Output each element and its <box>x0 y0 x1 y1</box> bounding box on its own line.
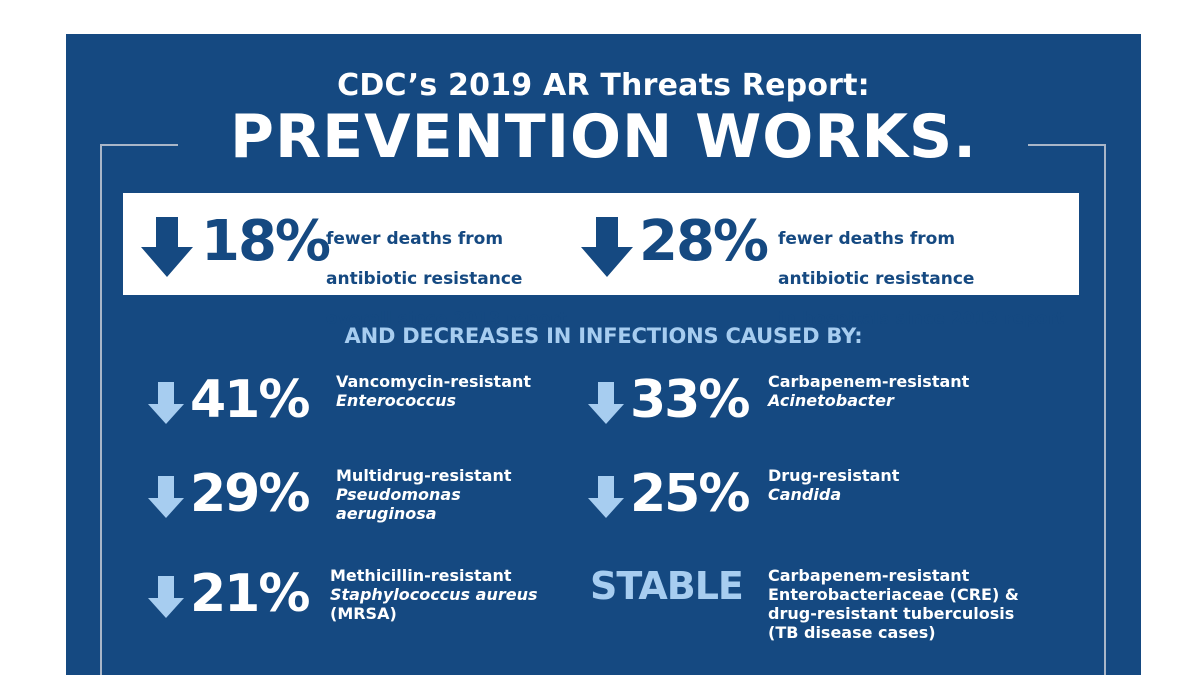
headline-stat-line: fewer deaths from <box>778 229 956 249</box>
infection-stat-organism: Staphylococcus aureus <box>330 585 538 604</box>
down-arrow-icon <box>141 217 193 277</box>
frame-line-top-right <box>1028 144 1106 146</box>
down-arrow-icon <box>148 576 184 618</box>
infection-stat-value: 41% <box>190 370 310 430</box>
infection-stat-organism: Pseudomonas <box>336 485 461 504</box>
infection-stat-line: (MRSA) <box>330 604 397 623</box>
infection-stat-line: (TB disease cases) <box>768 623 936 642</box>
down-arrow-icon <box>148 476 184 518</box>
frame-line-top-left <box>100 144 178 146</box>
down-arrow-icon <box>588 476 624 518</box>
headline-stat-line: antibiotic resistance <box>778 269 975 289</box>
infection-stat-description: Multidrug-resistant Pseudomonas aerugino… <box>336 466 596 523</box>
report-subtitle: CDC’s 2019 AR Threats Report: <box>337 68 870 103</box>
infection-stat-description: Methicillin-resistant Staphylococcus aur… <box>330 566 590 623</box>
headline-stat-line: fewer deaths from <box>326 229 504 249</box>
infection-stat-line: Vancomycin-resistant <box>336 372 532 391</box>
infection-stat-organism: Candida <box>768 485 842 504</box>
infection-stat-value: 33% <box>630 370 750 430</box>
infection-stat-organism: aeruginosa <box>336 504 437 523</box>
infographic-panel: CDC’s 2019 AR Threats Report: PREVENTION… <box>66 34 1141 675</box>
infection-stat-line: drug-resistant tuberculosis <box>768 604 1015 623</box>
infection-stat-line: Multidrug-resistant <box>336 466 512 485</box>
frame-line-left <box>100 144 102 675</box>
infection-stat-line: Carbapenem-resistant <box>768 372 970 391</box>
infection-stat-line: Enterobacteriaceae (CRE) & <box>768 585 1019 604</box>
down-arrow-icon <box>581 217 633 277</box>
infection-stat-description: Drug-resistant Candida <box>768 466 1028 504</box>
report-title: PREVENTION WORKS. <box>229 102 978 172</box>
infection-stat-description: Vancomycin-resistant Enterococcus <box>336 372 596 410</box>
infection-stat-line: Carbapenem-resistant <box>768 566 970 585</box>
section-heading: AND DECREASES IN INFECTIONS CAUSED BY: <box>344 324 863 348</box>
down-arrow-icon <box>148 382 184 424</box>
frame-line-right <box>1104 144 1106 675</box>
headline-stat-percent: 18% <box>201 209 331 274</box>
infection-stat-description: Carbapenem-resistant Acinetobacter <box>768 372 1028 410</box>
infection-stat-line: Methicillin-resistant <box>330 566 512 585</box>
headline-stat-description: fewer deaths from antibiotic resistance … <box>778 209 1078 349</box>
infection-stat-organism: Enterococcus <box>336 391 457 410</box>
headline-stat-line: antibiotic resistance <box>326 269 523 289</box>
infection-stat-value: 21% <box>190 564 310 624</box>
infection-stat-organism: Acinetobacter <box>768 391 894 410</box>
infection-stat-line: Drug-resistant <box>768 466 900 485</box>
infection-stat-description: Carbapenem-resistant Enterobacteriaceae … <box>768 566 1068 642</box>
headline-stats-box: 18% fewer deaths from antibiotic resista… <box>123 193 1079 329</box>
headline-stat-percent: 28% <box>639 209 769 274</box>
infection-stat-value: 29% <box>190 464 310 524</box>
down-arrow-icon <box>588 382 624 424</box>
infection-stat-value: STABLE <box>590 564 744 608</box>
headline-stat-description: fewer deaths from antibiotic resistance … <box>326 209 596 349</box>
headline-stat-line: in hospitals since 2013 report <box>778 309 1065 329</box>
infection-stat-value: 25% <box>630 464 750 524</box>
headline-stat-line: overall since 2013 report <box>326 309 567 329</box>
